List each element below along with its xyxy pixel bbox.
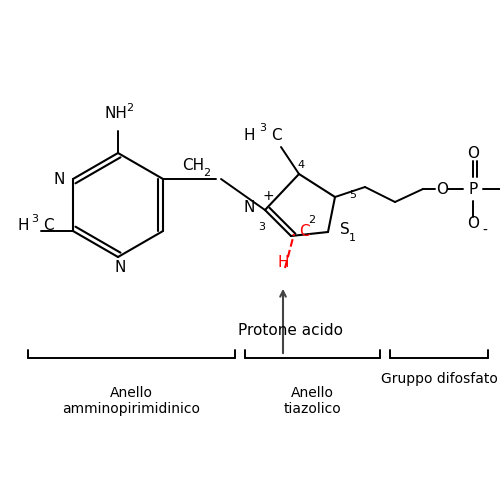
Text: O: O — [436, 181, 448, 196]
Text: N: N — [114, 260, 126, 275]
Text: 2: 2 — [204, 168, 210, 178]
Text: 1: 1 — [348, 233, 356, 243]
Text: 4: 4 — [298, 160, 304, 170]
Text: N: N — [54, 172, 65, 187]
Text: Gruppo difosfato: Gruppo difosfato — [380, 372, 498, 386]
Text: O: O — [467, 217, 479, 231]
Text: H: H — [277, 255, 289, 270]
Text: S: S — [340, 222, 350, 238]
Text: Protone acido: Protone acido — [238, 323, 344, 338]
Text: 2: 2 — [126, 103, 134, 113]
Text: 2: 2 — [308, 215, 316, 225]
Text: Anello
amminopirimidinico: Anello amminopirimidinico — [62, 386, 200, 416]
Text: C: C — [43, 219, 54, 234]
Text: C: C — [271, 127, 281, 143]
Text: Anello
tiazolico: Anello tiazolico — [284, 386, 342, 416]
Text: H: H — [18, 219, 29, 234]
Text: 3: 3 — [32, 214, 38, 224]
Text: P: P — [468, 181, 477, 196]
Text: 3: 3 — [258, 222, 266, 232]
Text: -: - — [482, 224, 488, 238]
Text: 3: 3 — [260, 123, 266, 133]
Text: CH: CH — [182, 158, 204, 173]
Text: C: C — [299, 224, 310, 240]
Text: O: O — [467, 147, 479, 162]
Text: N: N — [244, 200, 255, 216]
Text: NH: NH — [104, 106, 128, 121]
Text: 5: 5 — [349, 190, 356, 200]
Text: +: + — [262, 189, 274, 203]
Text: H: H — [244, 127, 255, 143]
